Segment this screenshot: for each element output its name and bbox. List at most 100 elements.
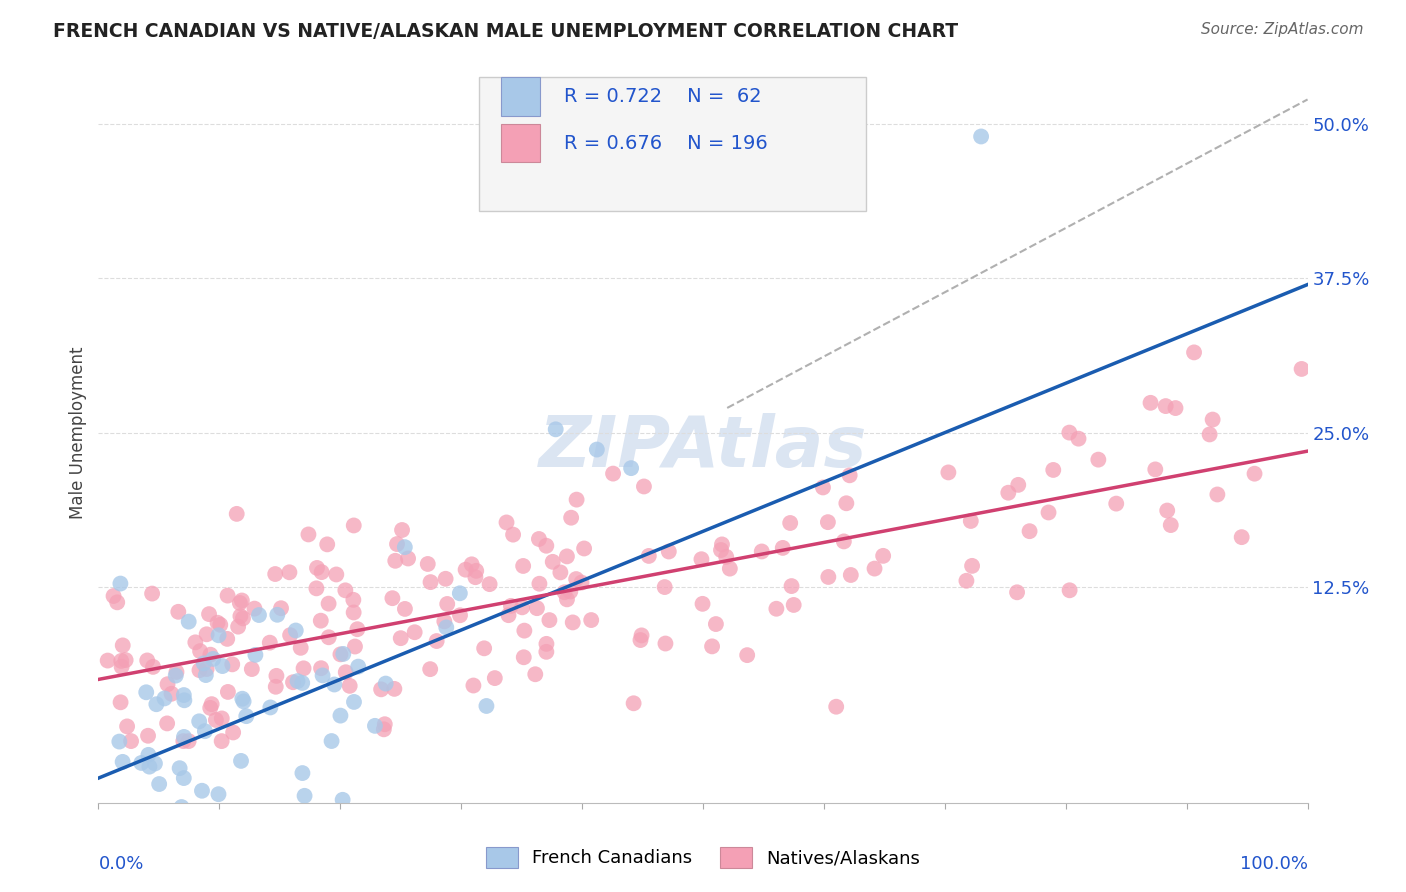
Point <box>825 699 848 714</box>
Point <box>173 771 195 785</box>
Point <box>692 597 714 611</box>
Point <box>426 634 449 648</box>
Point <box>191 783 214 797</box>
Point <box>221 657 243 672</box>
Point <box>188 644 211 658</box>
FancyBboxPatch shape <box>501 78 540 116</box>
Point <box>329 648 352 662</box>
Point <box>478 577 501 591</box>
Point <box>465 564 488 578</box>
Point <box>997 485 1019 500</box>
Point <box>156 716 179 731</box>
Point <box>654 580 676 594</box>
Point <box>1067 432 1090 446</box>
Point <box>114 653 136 667</box>
Point <box>195 627 218 641</box>
Point <box>110 659 132 673</box>
Point <box>959 514 981 528</box>
Point <box>554 585 576 599</box>
Point <box>291 766 314 780</box>
Point <box>472 641 495 656</box>
Point <box>222 725 245 739</box>
Point <box>716 549 738 564</box>
Point <box>1038 506 1060 520</box>
Point <box>105 595 128 609</box>
Point <box>751 544 773 558</box>
Point <box>142 660 165 674</box>
Point <box>309 614 332 628</box>
Point <box>165 668 187 682</box>
Point <box>1059 425 1081 440</box>
Point <box>173 693 195 707</box>
Point <box>188 663 211 677</box>
Point <box>211 734 233 748</box>
Point <box>217 632 239 646</box>
Point <box>381 591 404 606</box>
Point <box>374 717 396 731</box>
Point <box>433 615 456 629</box>
Point <box>783 598 806 612</box>
Point <box>1291 362 1313 376</box>
Point <box>711 537 734 551</box>
Point <box>630 633 652 648</box>
Point <box>382 681 405 696</box>
Point <box>309 661 332 675</box>
Text: 0.0%: 0.0% <box>98 855 143 872</box>
Point <box>188 714 211 729</box>
Point <box>136 729 159 743</box>
Point <box>240 662 263 676</box>
Point <box>1042 463 1064 477</box>
Point <box>710 543 733 558</box>
Point <box>572 541 595 556</box>
Point <box>839 568 862 582</box>
Point <box>565 492 588 507</box>
Point <box>247 607 270 622</box>
Point <box>278 566 301 580</box>
Point <box>110 654 132 668</box>
Point <box>449 608 471 623</box>
Point <box>325 567 347 582</box>
Point <box>207 615 229 630</box>
Point <box>1164 401 1187 415</box>
Point <box>586 442 609 457</box>
Point <box>1018 524 1040 539</box>
Point <box>602 467 624 481</box>
Point <box>339 679 361 693</box>
Point <box>138 759 160 773</box>
Point <box>259 700 281 714</box>
Point <box>115 719 138 733</box>
Point <box>565 572 588 586</box>
Point <box>700 640 723 654</box>
Point <box>1007 478 1029 492</box>
Point <box>394 602 416 616</box>
Point <box>690 552 713 566</box>
Point <box>436 597 458 611</box>
Point <box>419 662 441 676</box>
Point <box>245 648 267 662</box>
FancyBboxPatch shape <box>501 124 540 162</box>
Point <box>209 617 232 632</box>
Point <box>817 570 839 584</box>
Point <box>229 609 252 624</box>
Point <box>110 695 132 709</box>
Point <box>329 708 352 723</box>
Text: FRENCH CANADIAN VS NATIVE/ALASKAN MALE UNEMPLOYMENT CORRELATION CHART: FRENCH CANADIAN VS NATIVE/ALASKAN MALE U… <box>53 22 959 41</box>
Point <box>513 650 536 665</box>
Point <box>1156 503 1178 517</box>
Point <box>838 468 860 483</box>
Point <box>384 554 406 568</box>
Point <box>579 613 602 627</box>
Point <box>1182 345 1205 359</box>
Point <box>323 677 346 691</box>
Point <box>524 667 547 681</box>
Point <box>173 688 195 702</box>
Point <box>318 630 340 644</box>
Point <box>305 561 328 575</box>
Point <box>110 576 132 591</box>
Point <box>311 668 333 682</box>
Point <box>343 606 366 620</box>
Point <box>385 537 408 551</box>
Point <box>335 583 357 598</box>
Point <box>332 647 354 661</box>
Point <box>498 608 520 623</box>
